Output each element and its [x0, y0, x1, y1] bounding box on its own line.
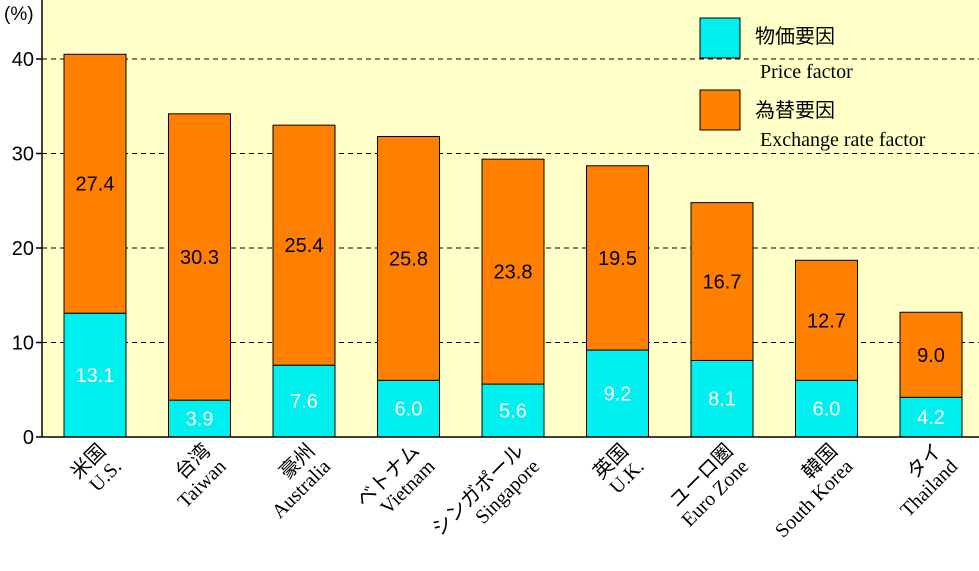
bar-segment-price: [63, 312, 127, 438]
bar-segment-exchange: [168, 113, 231, 401]
data-label-exchange: 12.7: [807, 310, 846, 332]
y-tick-label: 20: [12, 238, 34, 260]
y-tick-label: 10: [12, 333, 34, 355]
legend-label-exchange-en: Exchange rate factor: [760, 129, 926, 151]
bar-segment-exchange: [377, 135, 440, 381]
legend-label-price-jp: 物価要因: [755, 24, 835, 48]
bar-segment-exchange: [586, 165, 649, 351]
data-label-price: 8.1: [708, 389, 736, 411]
y-ticks: 0 10 20 30 40: [12, 49, 42, 449]
bar-segment-exchange: [690, 202, 754, 361]
category-label: 英国U.K.: [588, 439, 649, 499]
data-label-exchange: 25.8: [389, 248, 428, 270]
legend-swatch-price: [699, 17, 741, 59]
data-label-price: 6.0: [395, 399, 423, 421]
data-label-exchange: 30.3: [180, 247, 219, 269]
y-tick-label: 0: [23, 427, 34, 449]
bar-segment-price: [481, 383, 545, 438]
bar-segment-exchange: [795, 259, 858, 381]
data-label-exchange: 9.0: [917, 345, 945, 367]
legend-swatch-exchange: [699, 89, 741, 131]
bar-segment-exchange: [481, 158, 545, 385]
data-label-exchange: 19.5: [598, 248, 637, 270]
data-label-exchange: 23.8: [494, 262, 533, 284]
bars: 13.1 27.4 3.9 30.3 7.6 25.4 6.0 25.8 5.6 23.8 9.2 1…: [63, 53, 963, 438]
legend: 物価要因 Price factor 為替要因 Exchange rate fac…: [699, 17, 926, 151]
data-label-price: 5.6: [499, 401, 527, 423]
legend-label-price-en: Price factor: [760, 61, 853, 83]
data-label-price: 3.9: [186, 409, 214, 431]
bar-segment-price: [586, 349, 649, 438]
y-unit-label: (%): [4, 4, 34, 25]
data-label-exchange: 25.4: [285, 235, 324, 257]
y-tick-label: 30: [12, 144, 34, 166]
bar-segment-price: [899, 396, 963, 438]
data-label-price: 7.6: [290, 391, 318, 413]
bar-segment-exchange: [272, 124, 336, 366]
category-label: 米国U.S.: [65, 439, 126, 497]
legend-label-exchange-jp: 為替要因: [755, 98, 835, 122]
bar-segment-exchange: [63, 53, 127, 314]
data-label-price: 9.2: [604, 384, 632, 406]
y-tick-label: 40: [12, 49, 34, 71]
data-label-price: 6.0: [813, 399, 841, 421]
bar-segment-exchange: [899, 311, 963, 398]
data-label-price: 4.2: [917, 407, 945, 429]
bar-segment-price: [690, 359, 754, 438]
data-label-price: 13.1: [76, 365, 115, 387]
data-label-exchange: 16.7: [703, 272, 742, 294]
data-label-exchange: 27.4: [76, 174, 115, 196]
